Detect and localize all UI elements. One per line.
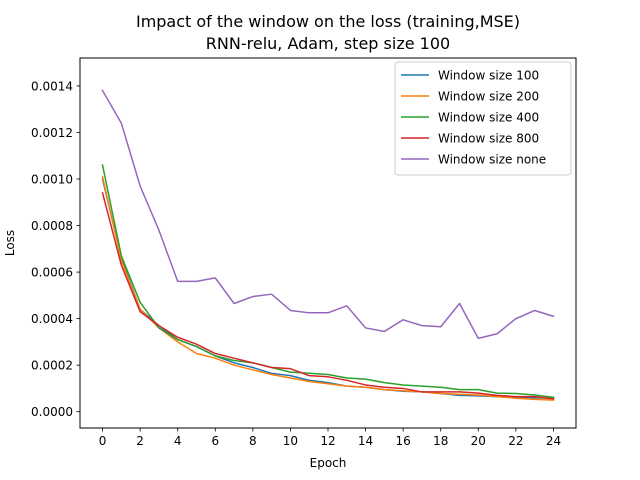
chart-title: Impact of the window on the loss (traini… <box>136 12 520 31</box>
x-tick-label: 6 <box>211 434 219 448</box>
x-tick-label: 22 <box>508 434 523 448</box>
x-tick-label: 20 <box>471 434 486 448</box>
y-axis-label: Loss <box>3 230 17 256</box>
legend: Window size 100 Window size 200 Window siz… <box>394 61 572 176</box>
series-line-3 <box>101 192 555 400</box>
series-line-2 <box>101 164 555 399</box>
x-tick-label: 18 <box>433 434 448 448</box>
series-line-0 <box>101 178 555 399</box>
x-tick-label: 10 <box>283 434 298 448</box>
y-tick-label: 0.0006 <box>31 266 73 280</box>
y-tick-label: 0.0010 <box>31 173 73 187</box>
chart-subtitle: RNN-relu, Adam, step size 100 <box>206 34 450 53</box>
legend-label-4: Window size none <box>438 153 546 167</box>
x-tick-label: 24 <box>546 434 561 448</box>
y-tick-label: 0.0012 <box>31 126 73 140</box>
y-tick-label: 0.0002 <box>31 359 73 373</box>
y-tick-label: 0.0000 <box>31 405 73 419</box>
legend-label-3: Window size 800 <box>438 132 539 146</box>
legend-frame <box>394 61 572 176</box>
x-tick-label: 0 <box>99 434 107 448</box>
x-axis-label: Epoch <box>310 456 347 470</box>
x-tick-label: 12 <box>320 434 335 448</box>
legend-label-1: Window size 200 <box>438 90 539 104</box>
x-tick-label: 14 <box>358 434 373 448</box>
x-tick-label: 8 <box>249 434 257 448</box>
x-tick-label: 16 <box>396 434 411 448</box>
y-tick-label: 0.0014 <box>31 79 73 93</box>
series-line-4 <box>101 89 555 340</box>
plot-area <box>101 89 555 401</box>
y-tick-label: 0.0008 <box>31 219 73 233</box>
series-line-1 <box>101 175 555 401</box>
x-tick-label: 4 <box>174 434 182 448</box>
x-tick-label: 2 <box>136 434 144 448</box>
y-tick-label: 0.0004 <box>31 312 73 326</box>
legend-label-0: Window size 100 <box>438 69 539 83</box>
legend-label-2: Window size 400 <box>438 111 539 125</box>
ticks: 0 2 4 6 8 10 12 14 16 18 20 22 240.00000.00020.00040… <box>31 79 561 448</box>
